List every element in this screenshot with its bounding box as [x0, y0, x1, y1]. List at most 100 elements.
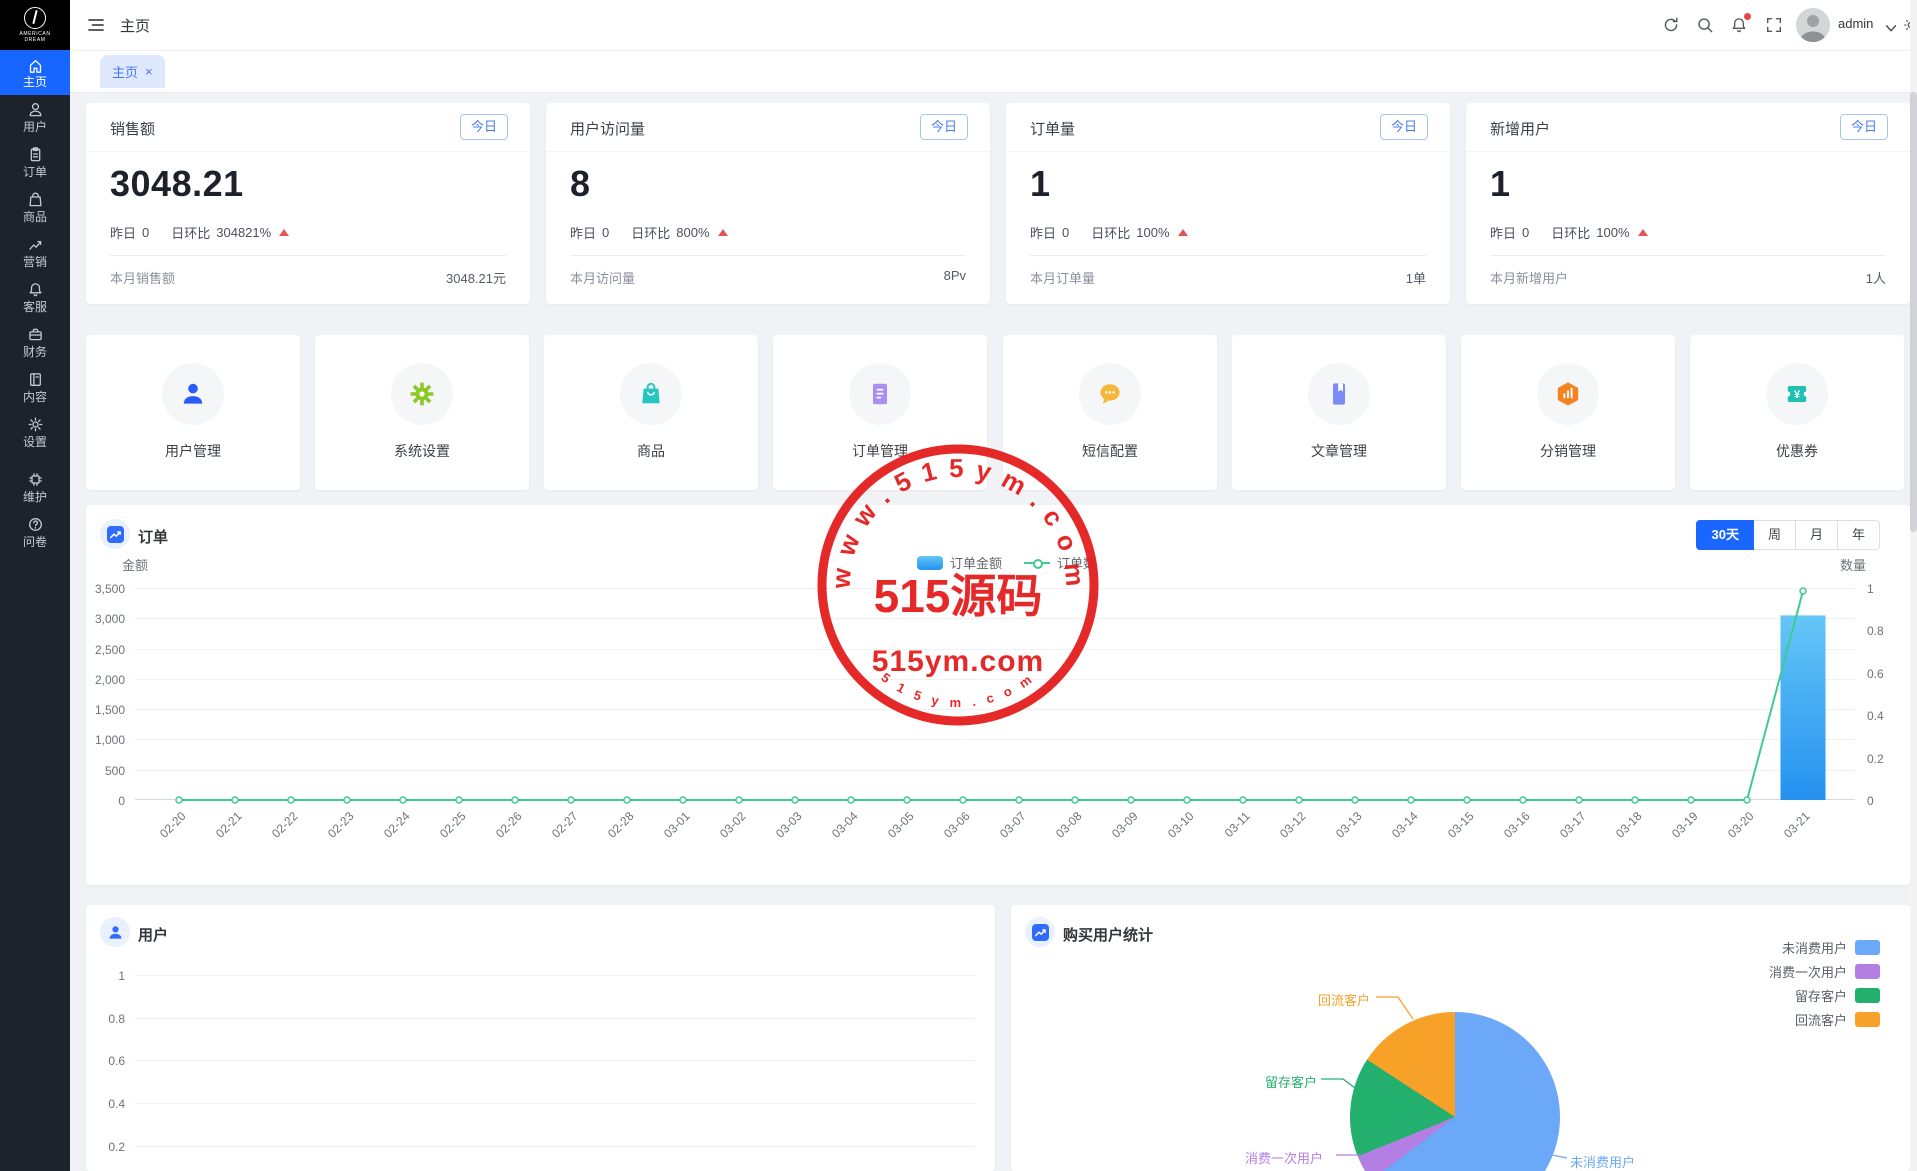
order-count-point[interactable]: [455, 796, 463, 804]
yesterday-value: 0: [602, 225, 610, 240]
user-chart-plot[interactable]: 1 0.8 0.6 0.4 0.2: [108, 969, 975, 1154]
right-axis-tick: 1: [1867, 582, 1874, 596]
order-count-point[interactable]: [567, 796, 575, 804]
order-count-point[interactable]: [679, 796, 687, 804]
pie-legend-item[interactable]: 留存客户: [1769, 983, 1880, 1007]
pie-legend-label: 留存客户: [1794, 988, 1847, 1004]
range-button-年[interactable]: 年: [1837, 520, 1880, 550]
shortcut-card-sc-hex[interactable]: 分销管理: [1461, 335, 1675, 490]
x-axis-label-text: 03-15: [1445, 809, 1477, 841]
trend-up-icon: [1177, 229, 1188, 236]
pie-legend-item[interactable]: 回流客户: [1769, 1007, 1880, 1031]
sidebar-item-marketing[interactable]: 营销: [0, 230, 70, 275]
scrollbar-thumb[interactable]: [1910, 92, 1917, 532]
sidebar-item-gear[interactable]: 设置: [0, 410, 70, 455]
order-count-point[interactable]: [1519, 796, 1527, 804]
user-axis-tick: 1: [118, 969, 125, 983]
user-chart-icon: [100, 917, 130, 947]
order-count-point[interactable]: [175, 796, 183, 804]
pie-chart[interactable]: [1350, 1012, 1560, 1171]
sidebar-item-user[interactable]: 用户: [0, 95, 70, 140]
sidebar-item-order[interactable]: 订单: [0, 140, 70, 185]
sc-user-icon: [162, 363, 224, 425]
order-count-point[interactable]: [1351, 796, 1359, 804]
order-count-point[interactable]: [231, 796, 239, 804]
pie-legend-item[interactable]: 消费一次用户: [1769, 959, 1880, 983]
legend-item-bar[interactable]: 订单金额: [917, 553, 1002, 572]
legend-line-label: 订单数: [1057, 556, 1097, 571]
shortcut-card-sc-ticket[interactable]: ¥ 优惠券: [1690, 335, 1904, 490]
order-count-point[interactable]: [1407, 796, 1415, 804]
x-axis-label-text: 03-13: [1333, 809, 1365, 841]
sidebar-item-goods[interactable]: 商品: [0, 185, 70, 230]
menu-toggle-icon[interactable]: [86, 15, 106, 35]
sidebar-item-finance[interactable]: 财务: [0, 320, 70, 365]
shortcut-card-sc-bag[interactable]: 商品: [544, 335, 758, 490]
order-count-point[interactable]: [1127, 796, 1135, 804]
sidebar-item-chip[interactable]: 维护: [0, 465, 70, 510]
pie-slice-label: 消费一次用户: [1245, 1151, 1324, 1166]
search-icon[interactable]: [1696, 16, 1714, 34]
shortcut-card-sc-gear[interactable]: 系统设置: [315, 335, 529, 490]
today-badge[interactable]: 今日: [1379, 114, 1428, 140]
trend-up-icon: [717, 229, 728, 236]
sidebar-item-service[interactable]: 客服: [0, 275, 70, 320]
tab-home[interactable]: 主页 ×: [100, 55, 165, 88]
pie-legend-label: 回流客户: [1794, 1012, 1847, 1028]
order-count-point[interactable]: [1687, 796, 1695, 804]
order-count-point[interactable]: [399, 796, 407, 804]
shortcut-card-sc-doc[interactable]: 订单管理: [773, 335, 987, 490]
logo-text-line1: AMERICAN: [19, 31, 51, 37]
tab-close-icon[interactable]: ×: [145, 64, 153, 79]
order-count-point[interactable]: [847, 796, 855, 804]
order-count-point[interactable]: [287, 796, 295, 804]
sidebar-item-question[interactable]: 问卷: [0, 510, 70, 555]
order-count-point[interactable]: [959, 796, 967, 804]
order-count-point[interactable]: [1631, 796, 1639, 804]
stat-footer-value: 1人: [1865, 271, 1886, 286]
range-button-30天[interactable]: 30天: [1696, 520, 1754, 550]
today-badge[interactable]: 今日: [919, 114, 968, 140]
order-count-point[interactable]: [343, 796, 351, 804]
legend-item-line[interactable]: 订单数: [1002, 553, 1096, 572]
range-button-周[interactable]: 周: [1753, 520, 1796, 550]
order-count-point[interactable]: [1463, 796, 1471, 804]
sidebar-item-home[interactable]: 主页: [0, 50, 70, 95]
pie-legend-item[interactable]: 未消费用户: [1769, 935, 1880, 959]
user-name[interactable]: admin: [1838, 16, 1874, 31]
shortcut-card-sc-user[interactable]: 用户管理: [86, 335, 300, 490]
order-count-point[interactable]: [1575, 796, 1583, 804]
shortcut-card-sc-book[interactable]: 文章管理: [1232, 335, 1446, 490]
sidebar-item-book[interactable]: 内容: [0, 365, 70, 410]
sidebar-item-label: 设置: [22, 435, 47, 449]
yesterday-label: 昨日: [570, 226, 597, 241]
order-count-point[interactable]: [1183, 796, 1191, 804]
order-count-point[interactable]: [1071, 796, 1079, 804]
order-count-point[interactable]: [1743, 796, 1751, 804]
shortcut-card-sc-chat[interactable]: 短信配置: [1003, 335, 1217, 490]
order-count-point[interactable]: [1239, 796, 1247, 804]
order-count-point[interactable]: [1015, 796, 1023, 804]
order-count-point[interactable]: [1799, 587, 1807, 595]
order-amount-bar[interactable]: [1780, 615, 1826, 800]
avatar[interactable]: [1796, 8, 1830, 42]
chevron-down-icon[interactable]: [1882, 19, 1897, 32]
app-logo[interactable]: AMERICAN DREAM: [0, 0, 70, 50]
refresh-icon[interactable]: [1662, 16, 1680, 34]
range-button-group: 30天周月年: [1696, 520, 1880, 550]
range-button-月[interactable]: 月: [1795, 520, 1838, 550]
scrollbar-track[interactable]: [1910, 0, 1917, 1171]
fullscreen-icon[interactable]: [1765, 16, 1783, 34]
order-count-point[interactable]: [511, 796, 519, 804]
order-chart-plot[interactable]: 3,500 3,000 2,500 2,000 1,500 1,000 500 0 1 0.8 0.…: [95, 582, 1884, 841]
order-count-point[interactable]: [623, 796, 631, 804]
today-badge[interactable]: 今日: [459, 114, 508, 140]
today-badge[interactable]: 今日: [1839, 114, 1888, 140]
purchase-users-card: 购买用户统计 未消费用户 消费一次用户 留存客户 回流客户 未消费用户 消费一次用户 留存…: [1011, 905, 1910, 1171]
order-count-point[interactable]: [903, 796, 911, 804]
left-axis-tick: 2,000: [94, 672, 125, 687]
order-count-point[interactable]: [791, 796, 799, 804]
notifications-bell-icon[interactable]: [1730, 13, 1751, 34]
order-count-point[interactable]: [735, 796, 743, 804]
order-count-point[interactable]: [1295, 796, 1303, 804]
